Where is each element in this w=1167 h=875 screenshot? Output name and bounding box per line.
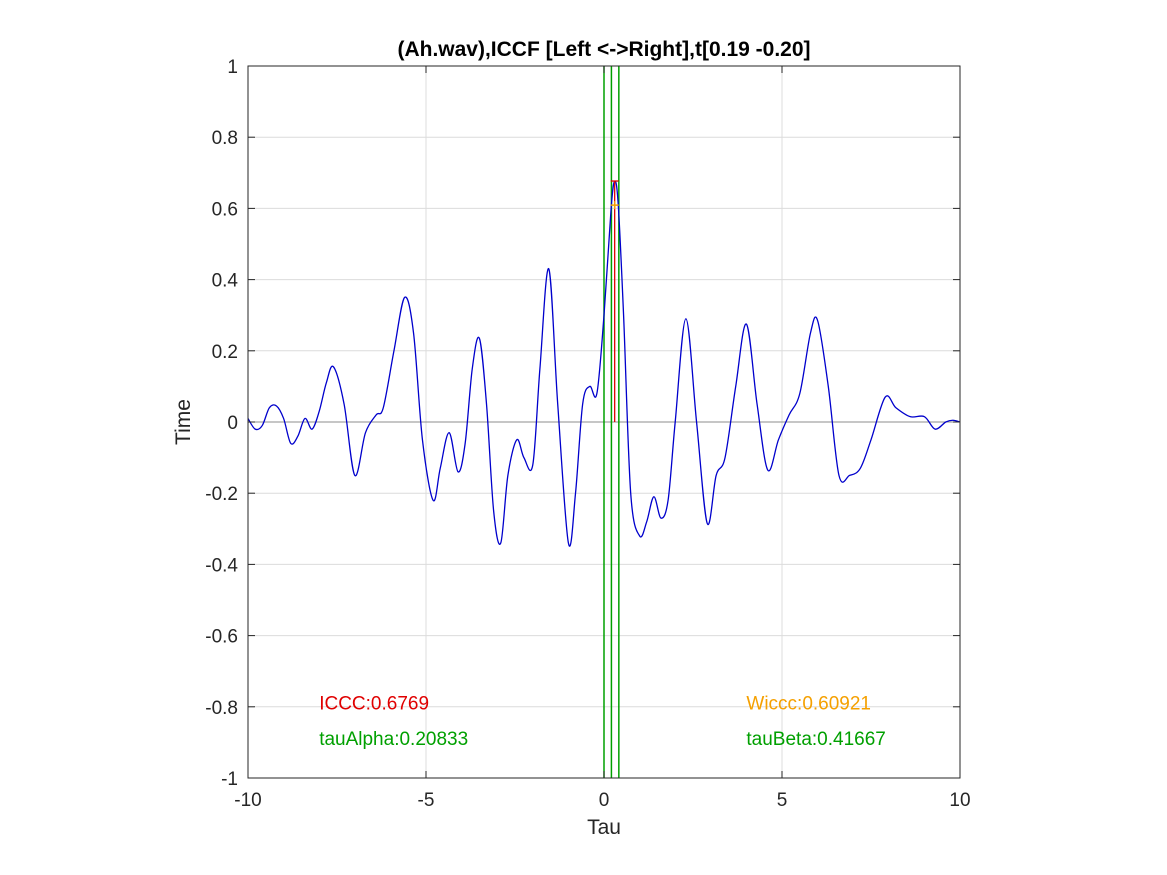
annotation-text: Wiccc:0.60921 <box>746 693 871 714</box>
annotation-text: ICCC:0.6769 <box>319 693 429 714</box>
x-tick-label: -5 <box>418 790 435 811</box>
series-line <box>247 180 961 547</box>
y-tick-label: 0.6 <box>212 199 238 220</box>
y-tick-label: -1 <box>221 769 238 790</box>
annotation-text: tauBeta:0.41667 <box>746 729 885 750</box>
chart-title: (Ah.wav),ICCF [Left <->Right],t[0.19 -0.… <box>397 38 810 61</box>
x-tick-label: -10 <box>234 790 261 811</box>
y-tick-label: 0.2 <box>212 342 238 363</box>
annotation-text: tauAlpha:0.20833 <box>319 729 468 750</box>
y-tick-label: -0.4 <box>205 555 238 576</box>
y-tick-label: 0.8 <box>212 128 238 149</box>
y-tick-labels: -1 -0.8 -0.6 -0.4 -0.2 0 0.2 0.4 0.6 0.8 1 <box>205 57 238 790</box>
y-tick-label: -0.2 <box>205 484 238 505</box>
x-tick-labels: -10 -5 0 5 10 <box>234 790 970 811</box>
y-tick-label: 0.4 <box>212 271 239 292</box>
tau-vertical-lines <box>603 66 620 778</box>
x-tick-label: 10 <box>949 790 970 811</box>
series-group <box>247 180 961 547</box>
annotation-group: ICCC:0.6769 tauAlpha:0.20833 Wiccc:0.60921… <box>319 693 886 750</box>
tick-marks <box>247 65 961 779</box>
marker-group <box>610 180 619 422</box>
x-axis-label: Tau <box>587 816 621 839</box>
y-tick-label: -0.8 <box>205 698 238 719</box>
y-axis-label: Time <box>172 399 195 445</box>
y-tick-label: 1 <box>227 57 238 78</box>
y-tick-label: 0 <box>227 413 238 434</box>
y-tick-label: -0.6 <box>205 627 238 648</box>
x-tick-label: 0 <box>599 790 610 811</box>
x-tick-label: 5 <box>777 790 788 811</box>
